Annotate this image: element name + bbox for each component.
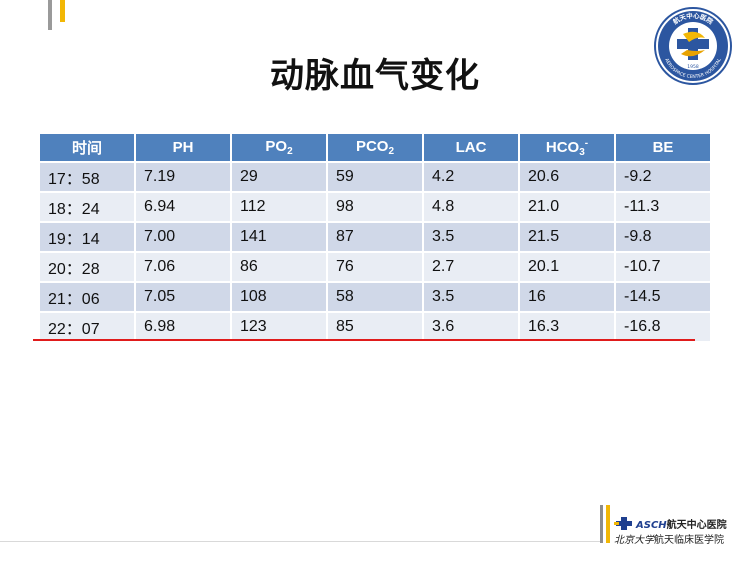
table-cell: 21.5 (518, 221, 616, 253)
table-cell: 4.2 (422, 161, 520, 193)
table-row: 22：07 6.98 123 85 3.6 16.3 -16.8 (38, 311, 712, 343)
table-cell: 98 (326, 191, 424, 223)
table-cell: 85 (326, 311, 424, 343)
table-cell: 6.98 (134, 311, 232, 343)
column-header: 时间 (38, 132, 136, 163)
table-cell: 21：06 (38, 281, 136, 313)
table-cell: 59 (326, 161, 424, 193)
footer-hospital-name: ASCH航天中心医院 (636, 516, 727, 531)
column-header-label: LAC (455, 139, 487, 156)
table-cell: 29 (230, 161, 328, 193)
slide-title: 动脉血气变化 (270, 56, 480, 96)
table-cell: 20.6 (518, 161, 616, 193)
table-cell: 2.7 (422, 251, 520, 283)
column-header-subscript: 2 (287, 146, 293, 157)
red-underline (33, 339, 695, 341)
table-cell: 4.8 (422, 191, 520, 223)
column-header: HCO3- (518, 132, 616, 163)
column-header-subscript: 2 (388, 146, 395, 157)
footer-bar-gray (600, 505, 603, 543)
table-cell: 58 (326, 281, 424, 313)
table-cell: 20.1 (518, 251, 616, 283)
footer-divider (0, 541, 600, 542)
table-cell: 21.0 (518, 191, 616, 223)
column-header-subscript: 3 (579, 146, 585, 158)
footer-college-name: 北京大学航天临床医学院 (614, 531, 724, 546)
column-header: LAC (422, 132, 520, 163)
table-cell: 22：07 (38, 311, 136, 343)
footer-university: 北京大学 (614, 535, 654, 546)
table-cell: 3.6 (422, 311, 520, 343)
column-header-label: PH (172, 139, 194, 156)
table-row: 21：06 7.05 108 58 3.5 16 -14.5 (38, 281, 712, 313)
table-header-row: 时间 PH PO2 PCO2 LAC HCO3- BE (38, 132, 712, 163)
table-row: 17：58 7.19 29 59 4.2 20.6 -9.2 (38, 161, 712, 193)
table-cell: 20：28 (38, 251, 136, 283)
table-cell: -14.5 (614, 281, 712, 313)
decor-bar-gray (48, 0, 52, 30)
table-row: 20：28 7.06 86 76 2.7 20.1 -10.7 (38, 251, 712, 283)
table-cell: 123 (230, 311, 328, 343)
column-header: PO2 (230, 132, 328, 163)
table-cell: 76 (326, 251, 424, 283)
table-cell: 6.94 (134, 191, 232, 223)
table-cell: 18：24 (38, 191, 136, 223)
blood-gas-table: 时间 PH PO2 PCO2 LAC HCO3- BE 17：58 7.19 29 59 4.2 20… (38, 132, 712, 343)
table-cell: 7.06 (134, 251, 232, 283)
table-row: 19：14 7.00 141 87 3.5 21.5 -9.8 (38, 221, 712, 253)
hospital-logo: 航天中心医院 AEROSPACE CENTER HOSPITAL 1958 (654, 7, 732, 85)
table-row: 18：24 6.94 112 98 4.8 21.0 -11.3 (38, 191, 712, 223)
table-cell: 86 (230, 251, 328, 283)
column-header-label: 时间 (71, 140, 102, 157)
table-cell: 7.05 (134, 281, 232, 313)
footer-bar-gold (606, 505, 610, 543)
table-cell: 16 (518, 281, 616, 313)
column-header-superscript: - (584, 137, 589, 149)
table-cell: -9.2 (614, 161, 712, 193)
footer-line2: 航天临床医学院 (654, 535, 724, 546)
column-header-label: PO (265, 138, 288, 155)
table-cell: 112 (230, 191, 328, 223)
table-cell: -9.8 (614, 221, 712, 253)
column-header: PCO2 (326, 132, 424, 163)
footer-line1: 航天中心医院 (666, 520, 727, 531)
table-cell: -10.7 (614, 251, 712, 283)
column-header-label: HCO (545, 138, 580, 156)
footer-cross-icon (614, 517, 632, 530)
column-header-label: PCO (355, 138, 389, 155)
decor-bar-gold (60, 0, 65, 22)
table-cell: 16.3 (518, 311, 616, 343)
table-cell: 3.5 (422, 221, 520, 253)
table-cell: 141 (230, 221, 328, 253)
logo-year: 1958 (687, 64, 699, 70)
table-cell: 19：14 (38, 221, 136, 253)
footer-brand: ASCH (636, 520, 667, 531)
table-cell: -16.8 (614, 311, 712, 343)
table-cell: 17：58 (38, 161, 136, 193)
table-cell: -11.3 (614, 191, 712, 223)
table-cell: 7.00 (134, 221, 232, 253)
table-cell: 7.19 (134, 161, 232, 193)
column-header: PH (134, 132, 232, 163)
table-cell: 3.5 (422, 281, 520, 313)
column-header: BE (614, 132, 712, 163)
column-header-label: BE (652, 139, 674, 156)
table-cell: 87 (326, 221, 424, 253)
table-cell: 108 (230, 281, 328, 313)
